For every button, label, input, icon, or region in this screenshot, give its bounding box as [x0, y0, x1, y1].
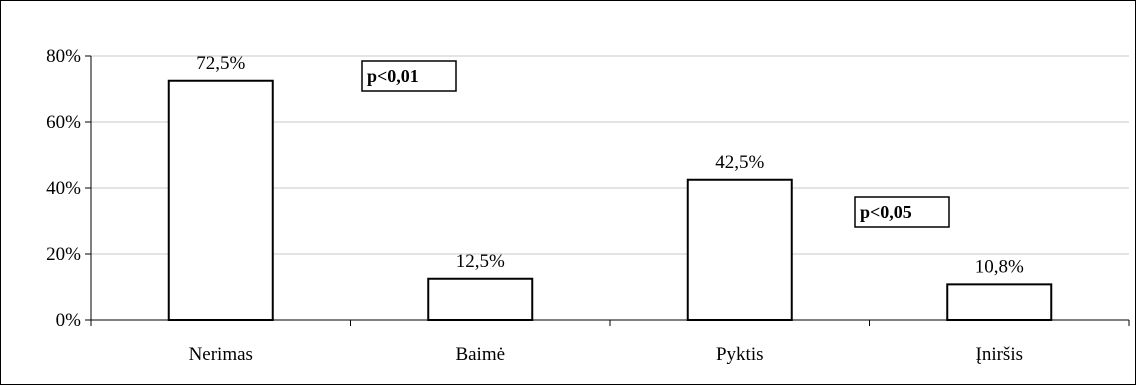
annotation-box-2-border	[854, 196, 950, 228]
y-tick-label: 0%	[56, 310, 82, 331]
labels: 72,5% Nerimas 12,5% Baimė 42,5% Pyktis 10,8% Įn…	[189, 53, 1024, 365]
data-label-1: 12,5%	[456, 251, 505, 272]
bar-3	[946, 283, 1053, 321]
category-label-3: Įniršis	[976, 344, 1024, 365]
annotation-text-2: p<0,05	[860, 202, 912, 222]
bars	[167, 79, 1053, 321]
bar-0	[167, 79, 274, 321]
y-tick-label: 60%	[46, 112, 81, 133]
annotations: p<0,01 p<0,05	[361, 60, 950, 228]
annotation-box-2: p<0,05	[854, 196, 950, 228]
annotation-box-1: p<0,01	[361, 60, 457, 92]
bar-2	[686, 178, 793, 321]
data-label-3: 10,8%	[975, 256, 1024, 277]
category-label-1: Baimė	[455, 344, 505, 365]
annotation-box-1-border	[361, 60, 457, 92]
category-label-0: Nerimas	[189, 344, 253, 365]
axes: 0% 20% 40% 60% 80%	[46, 46, 1130, 331]
y-tick-label: 20%	[46, 244, 81, 265]
data-label-0: 72,5%	[196, 53, 245, 74]
y-tick-label: 80%	[46, 46, 81, 67]
data-label-2: 42,5%	[715, 152, 764, 173]
y-tick-label: 40%	[46, 178, 81, 199]
category-label-2: Pyktis	[716, 344, 764, 365]
bar-1	[427, 277, 534, 321]
annotation-text-1: p<0,01	[367, 66, 419, 86]
